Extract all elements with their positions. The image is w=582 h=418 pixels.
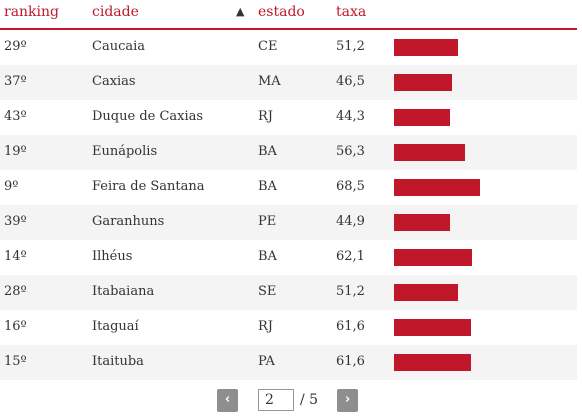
column-header-taxa[interactable]: taxa bbox=[336, 4, 367, 20]
taxa-cell: 44,9 bbox=[336, 214, 365, 229]
cidade-cell: Eunápolis bbox=[92, 144, 158, 159]
table-row: 9º Feira de Santana BA 68,5 bbox=[0, 170, 577, 205]
ranking-cell: 16º bbox=[4, 319, 27, 334]
taxa-cell: 51,2 bbox=[336, 39, 365, 54]
cidade-cell: Caucaia bbox=[92, 39, 146, 54]
ranking-table: ranking cidade ▲ estado taxa 29º Caucaia C… bbox=[0, 0, 577, 380]
ranking-cell: 15º bbox=[4, 354, 27, 369]
column-header-estado[interactable]: estado bbox=[258, 4, 305, 20]
estado-cell: MA bbox=[258, 74, 281, 89]
table-row: 37º Caxias MA 46,5 bbox=[0, 65, 577, 100]
estado-cell: RJ bbox=[258, 319, 273, 334]
taxa-bar-track bbox=[394, 249, 574, 266]
table-row: 16º Itaguaí RJ 61,6 bbox=[0, 310, 577, 345]
taxa-bar bbox=[394, 249, 472, 266]
cidade-cell: Garanhuns bbox=[92, 214, 165, 229]
taxa-bar bbox=[394, 354, 471, 371]
ranking-cell: 28º bbox=[4, 284, 27, 299]
taxa-cell: 61,6 bbox=[336, 354, 365, 369]
estado-cell: BA bbox=[258, 144, 277, 159]
taxa-bar-track bbox=[394, 39, 574, 56]
taxa-bar-track bbox=[394, 284, 574, 301]
estado-cell: SE bbox=[258, 284, 277, 299]
taxa-bar-track bbox=[394, 214, 574, 231]
taxa-cell: 46,5 bbox=[336, 74, 365, 89]
taxa-bar bbox=[394, 39, 458, 56]
taxa-bar bbox=[394, 109, 450, 126]
ranking-cell: 14º bbox=[4, 249, 27, 264]
table-row: 39º Garanhuns PE 44,9 bbox=[0, 205, 577, 240]
estado-cell: CE bbox=[258, 39, 278, 54]
table-row: 14º Ilhéus BA 62,1 bbox=[0, 240, 577, 275]
next-page-button[interactable]: › bbox=[337, 389, 358, 412]
ranking-cell: 39º bbox=[4, 214, 27, 229]
previous-page-button[interactable]: ‹ bbox=[217, 389, 238, 412]
ranking-cell: 43º bbox=[4, 109, 27, 124]
taxa-cell: 51,2 bbox=[336, 284, 365, 299]
ranking-cell: 29º bbox=[4, 39, 27, 54]
estado-cell: BA bbox=[258, 249, 277, 264]
taxa-bar bbox=[394, 284, 458, 301]
taxa-bar bbox=[394, 214, 450, 231]
taxa-bar bbox=[394, 74, 452, 91]
taxa-bar-track bbox=[394, 109, 574, 126]
taxa-bar-track bbox=[394, 74, 574, 91]
taxa-bar-track bbox=[394, 354, 574, 371]
taxa-cell: 61,6 bbox=[336, 319, 365, 334]
cidade-cell: Caxias bbox=[92, 74, 136, 89]
table-row: 29º Caucaia CE 51,2 bbox=[0, 30, 577, 65]
taxa-bar bbox=[394, 179, 480, 196]
estado-cell: RJ bbox=[258, 109, 273, 124]
taxa-bar bbox=[394, 144, 465, 161]
sort-ascending-icon[interactable]: ▲ bbox=[236, 5, 245, 18]
estado-cell: PE bbox=[258, 214, 277, 229]
column-header-cidade[interactable]: cidade bbox=[92, 4, 139, 20]
cidade-cell: Itabaiana bbox=[92, 284, 155, 299]
column-header-ranking[interactable]: ranking bbox=[4, 4, 59, 20]
page-number-input[interactable] bbox=[258, 389, 294, 411]
taxa-cell: 62,1 bbox=[336, 249, 365, 264]
table-row: 43º Duque de Caxias RJ 44,3 bbox=[0, 100, 577, 135]
taxa-cell: 56,3 bbox=[336, 144, 365, 159]
taxa-cell: 68,5 bbox=[336, 179, 365, 194]
pagination: ‹ / 5 › bbox=[0, 389, 582, 413]
table-row: 15º Itaituba PA 61,6 bbox=[0, 345, 577, 380]
estado-cell: BA bbox=[258, 179, 277, 194]
ranking-cell: 37º bbox=[4, 74, 27, 89]
cidade-cell: Duque de Caxias bbox=[92, 109, 204, 124]
taxa-bar-track bbox=[394, 144, 574, 161]
taxa-bar bbox=[394, 319, 471, 336]
cidade-cell: Feira de Santana bbox=[92, 179, 205, 194]
table-row: 28º Itabaiana SE 51,2 bbox=[0, 275, 577, 310]
total-pages-label: / 5 bbox=[300, 392, 319, 408]
table-row: 19º Eunápolis BA 56,3 bbox=[0, 135, 577, 170]
table-header: ranking cidade ▲ estado taxa bbox=[0, 0, 577, 30]
estado-cell: PA bbox=[258, 354, 275, 369]
cidade-cell: Itaguaí bbox=[92, 319, 139, 334]
taxa-bar-track bbox=[394, 319, 574, 336]
ranking-cell: 19º bbox=[4, 144, 27, 159]
taxa-cell: 44,3 bbox=[336, 109, 365, 124]
table-body: 29º Caucaia CE 51,2 37º Caxias MA 46,5 43º Duque … bbox=[0, 30, 577, 380]
ranking-cell: 9º bbox=[4, 179, 19, 194]
cidade-cell: Ilhéus bbox=[92, 249, 133, 264]
taxa-bar-track bbox=[394, 179, 574, 196]
cidade-cell: Itaituba bbox=[92, 354, 144, 369]
